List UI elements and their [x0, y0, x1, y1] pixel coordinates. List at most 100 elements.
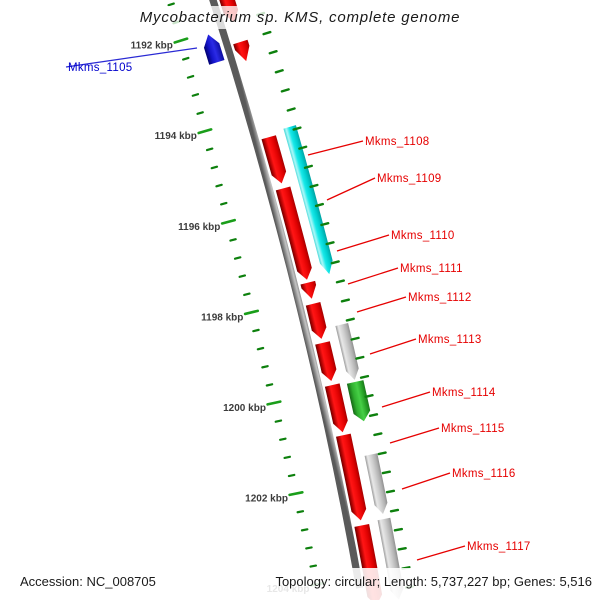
- scale-label: 1192 kbp: [131, 41, 173, 52]
- outer-tick: [325, 241, 335, 246]
- minor-tick: [182, 56, 190, 61]
- gene-label-Mkms_1114[interactable]: Mkms_1114: [432, 387, 496, 399]
- outer-tick: [381, 470, 391, 475]
- outer-tick: [292, 126, 302, 131]
- outer-tick: [330, 260, 340, 265]
- gene-arrow-gene-13[interactable]: [336, 433, 367, 521]
- gene-label-Mkms_1110[interactable]: Mkms_1110: [391, 230, 455, 242]
- outer-tick: [397, 546, 407, 551]
- major-tick: [266, 400, 282, 406]
- gene-label-Mkms_1105[interactable]: Mkms_1105: [68, 62, 132, 74]
- scale-label: 1200 kbp: [223, 403, 266, 414]
- title-backdrop: [0, 6, 600, 29]
- minor-tick: [309, 564, 318, 568]
- major-tick: [288, 491, 304, 497]
- minor-tick: [300, 528, 309, 532]
- backbone-layer: [209, 0, 364, 589]
- minor-tick: [252, 328, 260, 333]
- gene-arrow-gene-10[interactable]: [315, 341, 337, 381]
- gene-arrow-Mkms_1105[interactable]: [204, 34, 225, 65]
- minor-tick: [261, 365, 269, 369]
- outer-tick: [274, 69, 284, 74]
- outer-tick: [335, 279, 345, 284]
- gene-arrow-layer: [204, 0, 404, 600]
- callout-line-Mkms_1116: [401, 472, 451, 490]
- minor-tick: [167, 2, 175, 7]
- callout-line-Mkms_1111: [347, 267, 399, 285]
- scale-label-layer: 1192 kbp 1194 kbp 1196 kbp 1198 kbp 1200 kbp…: [131, 41, 310, 596]
- outer-tick: [350, 336, 360, 341]
- scale-label: 1194 kbp: [155, 131, 197, 142]
- callout-line-Mkms_1108: [307, 140, 364, 156]
- outer-tick: [385, 489, 396, 494]
- outer-tick: [268, 49, 278, 55]
- genome-backbone: [209, 0, 364, 589]
- gene-label-Mkms_1109[interactable]: Mkms_1109: [377, 173, 441, 185]
- major-tick: [243, 309, 260, 316]
- gene-label-Mkms_1113[interactable]: Mkms_1113: [418, 334, 482, 346]
- minor-tick: [210, 165, 219, 170]
- footer-accession: Accession: NC_008705: [20, 574, 156, 589]
- minor-tick: [274, 419, 283, 423]
- gene-label-layer: Mkms_1105 Mkms_1108 Mkms_1109 Mkms_1110 Mkms…: [65, 47, 531, 561]
- callout-line-Mkms_1110: [336, 234, 390, 252]
- minor-tick: [219, 201, 228, 206]
- callout-line-Mkms_1109: [326, 177, 376, 201]
- outer-tick: [364, 394, 374, 398]
- minor-tick: [186, 74, 195, 79]
- minor-tick: [196, 111, 204, 115]
- callout-line-Mkms_1115: [389, 427, 440, 444]
- minor-tick: [305, 546, 313, 550]
- outer-tick: [345, 317, 355, 322]
- outer-tick: [286, 107, 296, 112]
- callout-line-Mkms_1114: [381, 391, 431, 408]
- minor-tick: [283, 455, 292, 460]
- footer-genome-info: Topology: circular; Length: 5,737,227 bp…: [275, 574, 592, 589]
- outer-tick: [280, 88, 290, 93]
- minor-tick: [287, 473, 296, 478]
- outer-tick: [359, 374, 370, 379]
- minor-tick: [265, 383, 274, 387]
- minor-tick: [296, 510, 305, 514]
- gene-arrow-gene-9[interactable]: [335, 323, 359, 380]
- outer-tick: [355, 355, 365, 360]
- gene-arrow-gene-5[interactable]: [261, 135, 287, 184]
- callout-line-Mkms_1112: [356, 296, 407, 313]
- footer-backdrop: [0, 568, 600, 600]
- major-tick: [197, 128, 213, 135]
- gene-arrow-gene-14[interactable]: [364, 453, 388, 514]
- gene-label-Mkms_1111[interactable]: Mkms_1111: [400, 263, 463, 275]
- gene-label-Mkms_1112[interactable]: Mkms_1112: [408, 292, 472, 304]
- outer-tick: [377, 451, 387, 456]
- scale-label: 1202 kbp: [245, 494, 288, 505]
- outer-tick: [368, 413, 379, 418]
- outer-tick: [314, 202, 325, 208]
- callout-line-Mkms_1117: [416, 545, 466, 561]
- tick-layer: [167, 2, 415, 589]
- callout-line-Mkms_1105: [65, 47, 198, 68]
- outer-tick: [262, 30, 272, 36]
- gene-label-Mkms_1116[interactable]: Mkms_1116: [452, 468, 516, 480]
- gene-arrow-gene-8[interactable]: [305, 302, 327, 339]
- gene-arrow-gene-12[interactable]: [324, 383, 348, 433]
- major-tick: [220, 218, 236, 225]
- outer-tick: [389, 508, 400, 513]
- gene-label-Mkms_1117[interactable]: Mkms_1117: [467, 541, 531, 553]
- gene-label-Mkms_1108[interactable]: Mkms_1108: [365, 136, 429, 148]
- gene-arrow-gene-11[interactable]: [346, 380, 371, 422]
- outer-tick: [320, 221, 330, 227]
- gene-arrow-gene-4[interactable]: [283, 125, 333, 275]
- outer-tick: [373, 432, 383, 437]
- minor-tick: [205, 147, 214, 152]
- scale-label: 1196 kbp: [178, 222, 220, 233]
- minor-tick: [256, 346, 265, 351]
- outer-tick: [298, 145, 308, 150]
- gene-label-Mkms_1115[interactable]: Mkms_1115: [441, 423, 505, 435]
- minor-tick: [191, 93, 200, 97]
- gene-arrow-gene-6[interactable]: [275, 186, 312, 280]
- gene-arrow-gene-7[interactable]: [300, 280, 317, 299]
- gene-arrow-gene-3[interactable]: [233, 39, 250, 62]
- minor-tick: [233, 256, 242, 260]
